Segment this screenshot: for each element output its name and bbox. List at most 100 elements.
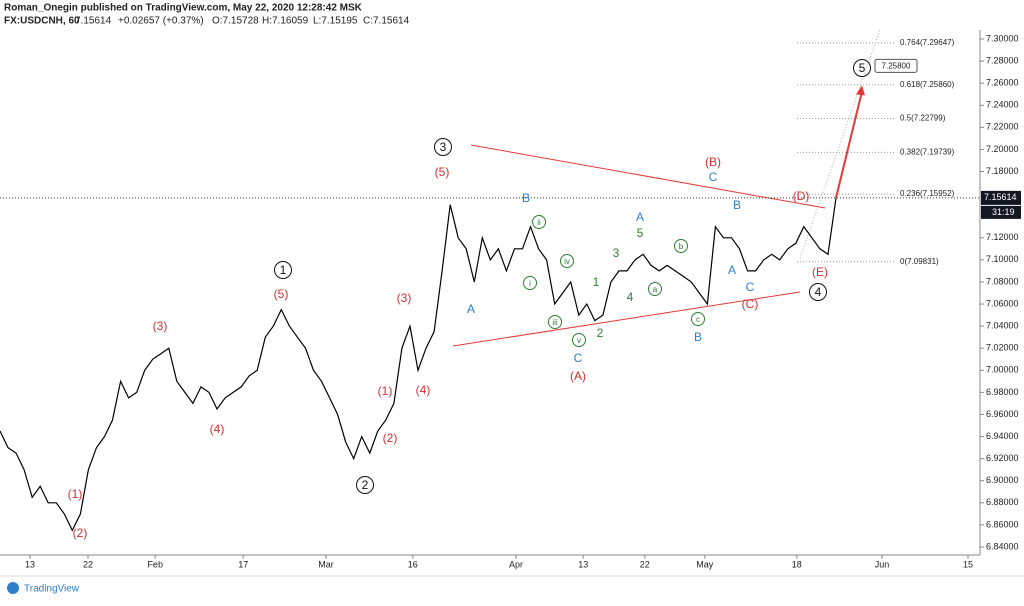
y-tick-label: 6.86000 [986, 519, 1019, 529]
wave-label: (1) [68, 487, 83, 501]
x-tick-label: Apr [509, 559, 523, 569]
wave-label: (4) [416, 383, 431, 397]
wave-circle [572, 333, 586, 347]
y-tick-label: 7.00000 [986, 365, 1019, 375]
target-label: 7.25800 [882, 61, 911, 70]
wave-label: c [696, 315, 700, 324]
wave-circle [691, 312, 705, 326]
y-tick-label: 6.96000 [986, 409, 1019, 419]
y-tick-label: 6.98000 [986, 387, 1019, 397]
x-tick-label: Jun [875, 559, 890, 569]
wave-label: (D) [793, 189, 810, 203]
open: O:7.15728 [212, 16, 259, 27]
wave-circle [674, 239, 688, 253]
y-tick-label: 7.24000 [986, 100, 1019, 110]
fib-label: 0.764(7.29647) [900, 38, 955, 47]
x-tick-label: 17 [238, 559, 248, 569]
wave-label: 5 [859, 61, 866, 75]
x-tick-label: 15 [963, 559, 973, 569]
fib-label: 0.5(7.22799) [900, 114, 946, 123]
close: C:7.15614 [363, 16, 410, 27]
y-tick-label: 7.26000 [986, 78, 1019, 88]
wave-label: (2) [73, 526, 88, 540]
x-tick-label: 13 [578, 559, 588, 569]
wave-label: i [529, 279, 531, 288]
y-tick-label: 7.02000 [986, 343, 1019, 353]
low: L:7.15195 [313, 16, 358, 27]
wave-label: a [653, 285, 658, 294]
y-tick-label: 7.18000 [986, 166, 1019, 176]
logo [7, 582, 19, 594]
y-tick-label: 7.28000 [986, 55, 1019, 65]
y-tick-label: 6.84000 [986, 541, 1019, 551]
wave-label: (C) [742, 297, 759, 311]
wave-label: B [522, 191, 530, 205]
x-tick-label: May [696, 559, 714, 569]
wave-label: iv [564, 257, 570, 266]
wave-label: 4 [627, 290, 634, 304]
wave-circle [532, 215, 546, 229]
wave-label: A [636, 210, 644, 224]
change: +0.02657 (+0.37%) [118, 16, 204, 27]
y-tick-label: 7.08000 [986, 276, 1019, 286]
fib-label: 0(7.09831) [900, 257, 939, 266]
wave-label: (5) [274, 287, 289, 301]
y-tick-label: 6.90000 [986, 475, 1019, 485]
last-price-box [981, 190, 1021, 205]
fib-label: 0.236(7.15952) [900, 189, 955, 198]
x-tick-label: 22 [640, 559, 650, 569]
x-tick-label: 13 [25, 559, 35, 569]
target-arrow [835, 91, 863, 199]
x-tick-label: 18 [792, 559, 802, 569]
x-tick-label: 16 [408, 559, 418, 569]
y-tick-label: 6.92000 [986, 453, 1019, 463]
wave-circle [560, 254, 574, 268]
wave-label: C [746, 280, 755, 294]
price-line [0, 197, 837, 532]
wave-label: 2 [597, 326, 604, 340]
fib-diagonal [799, 29, 881, 259]
y-tick-label: 7.04000 [986, 321, 1019, 331]
last-price-label: 7.15614 [984, 192, 1017, 202]
wave-label: iii [552, 318, 558, 327]
wave-label: 3 [613, 246, 620, 260]
wave-circle [548, 315, 562, 329]
fib-label: 0.382(7.19739) [900, 147, 955, 156]
x-tick-label: 22 [83, 559, 93, 569]
countdown-box [981, 205, 1021, 219]
wave-label: (3) [397, 291, 412, 305]
wave-label: 4 [815, 285, 822, 299]
y-tick-label: 7.10000 [986, 254, 1019, 264]
wave-label: (E) [812, 265, 828, 279]
wave-label: A [467, 302, 475, 316]
countdown: 31:19 [992, 207, 1015, 217]
high: H:7.16059 [262, 16, 309, 27]
wave-label: ii [537, 218, 541, 227]
wave-label: C [574, 351, 583, 365]
wave-label: (B) [705, 155, 721, 169]
y-tick-label: 6.94000 [986, 431, 1019, 441]
publisher: Roman_Onegin published on TradingView.co… [4, 3, 363, 14]
wave-label: 1 [280, 263, 287, 277]
y-tick-label: 7.12000 [986, 232, 1019, 242]
symbol: FX:USDCNH, 60 [4, 16, 80, 27]
wave-label: (A) [570, 369, 586, 383]
x-tick-label: Feb [147, 559, 163, 569]
arrow-head [856, 85, 865, 96]
fib-label: 0.618(7.25860) [900, 80, 955, 89]
wave-circle [356, 476, 374, 494]
wave-label: (5) [435, 165, 450, 179]
y-tick-label: 7.22000 [986, 122, 1019, 132]
wave-label: 1 [593, 275, 600, 289]
target-box [874, 58, 918, 73]
wave-label: 5 [637, 226, 644, 240]
wave-circle [274, 261, 292, 279]
wave-label: (1) [378, 384, 393, 398]
trendline [470, 144, 826, 209]
last: 7.15614 [75, 16, 112, 27]
wave-label: (3) [153, 319, 168, 333]
wave-label: 2 [362, 478, 369, 492]
wave-circle [809, 283, 827, 301]
